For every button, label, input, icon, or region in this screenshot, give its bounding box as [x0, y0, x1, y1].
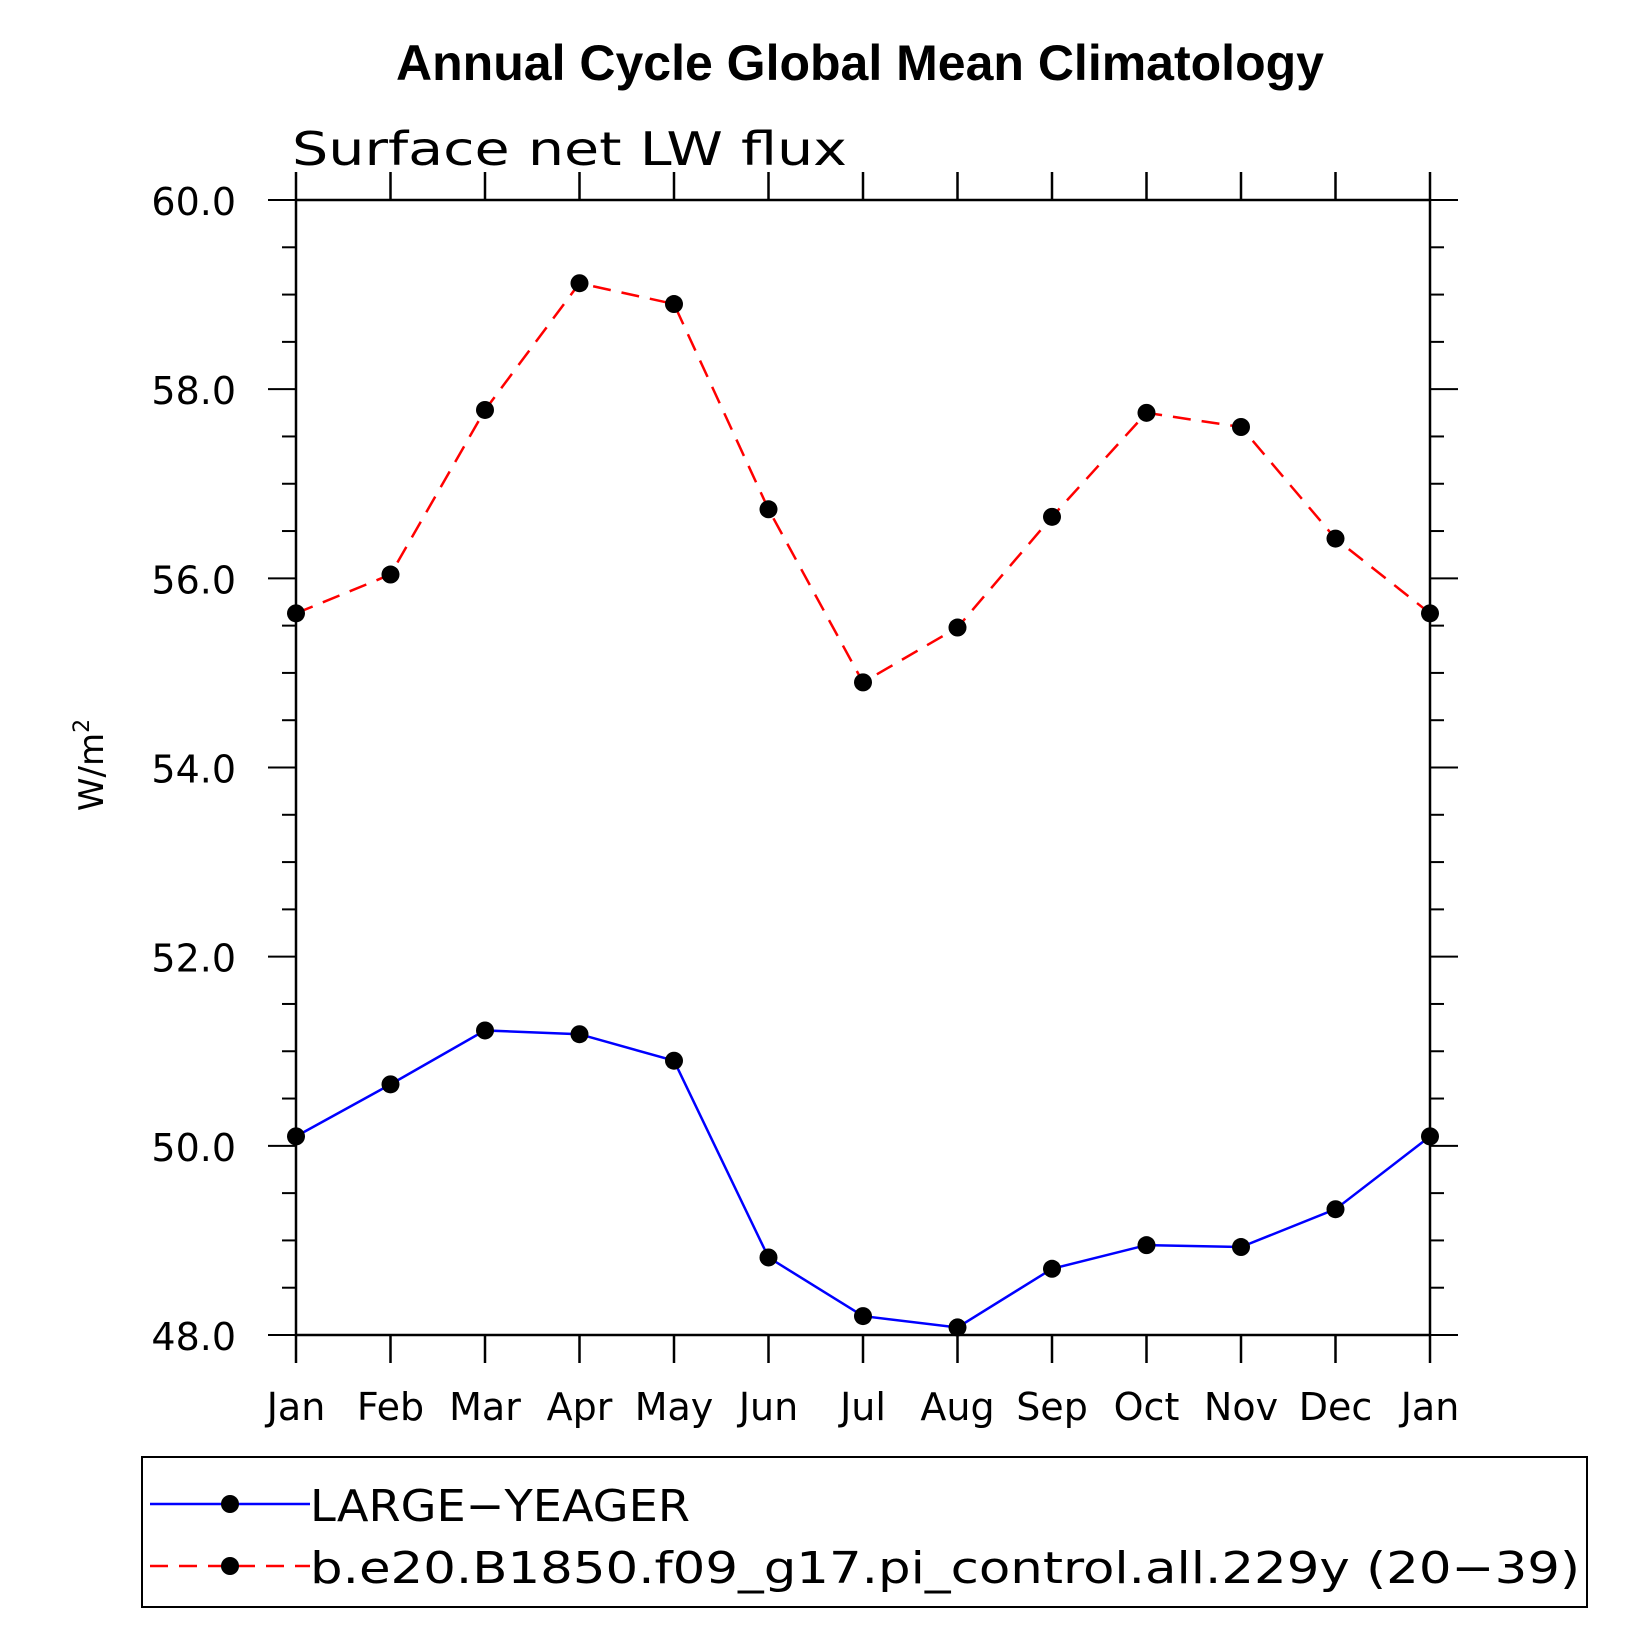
x-tick-label: Dec	[1299, 1385, 1373, 1429]
data-point	[1326, 529, 1345, 548]
legend-marker-large-yeager	[221, 1495, 239, 1513]
x-tick-label: Sep	[1016, 1385, 1088, 1429]
x-tick-label: Mar	[449, 1385, 521, 1429]
chart-title: Annual Cycle Global Mean Climatology	[396, 35, 1324, 91]
x-tick-label: May	[635, 1385, 714, 1429]
x-tick-label: Jan	[265, 1385, 326, 1429]
y-tick-label: 50.0	[151, 1126, 236, 1170]
x-tick-label: Aug	[920, 1385, 994, 1429]
data-point	[381, 1075, 400, 1094]
data-point	[570, 274, 589, 293]
data-point	[1137, 1236, 1156, 1255]
x-tick-label: Oct	[1114, 1385, 1180, 1429]
data-point	[854, 673, 872, 692]
data-point	[1421, 1127, 1439, 1146]
data-point	[759, 500, 778, 519]
y-axis-label-superscript: 2	[70, 719, 95, 733]
x-tick-label: Feb	[357, 1385, 424, 1429]
x-tick-label: Jan	[1399, 1385, 1460, 1429]
plot-series	[287, 274, 1439, 1337]
y-axis-title: W/m2	[70, 719, 112, 811]
data-point	[381, 565, 400, 584]
y-tick-label: 58.0	[151, 369, 236, 413]
data-point	[1043, 507, 1061, 526]
y-axis-label: W/m	[72, 733, 112, 811]
x-tick-label: Nov	[1204, 1385, 1278, 1429]
data-point	[948, 618, 967, 637]
chart-subtitle: Surface net LW flux	[292, 122, 847, 176]
data-point	[665, 295, 683, 314]
plot-axes: Jan Feb Mar Apr May Jun Jul Aug Sep Oct Nov Dec Jan 4…	[151, 172, 1459, 1429]
legend-marker-b-e20	[221, 1557, 239, 1575]
y-tick-label: 54.0	[151, 748, 236, 792]
legend: LARGE−YEAGER b.e20.B1850.f09_g17.pi_cont…	[141, 1456, 1588, 1608]
svg-text:W/m2: W/m2	[70, 719, 112, 811]
data-point	[476, 1021, 494, 1040]
data-point	[287, 1127, 305, 1146]
x-tick-label: Apr	[547, 1385, 613, 1429]
series-line-0	[295, 1029, 1431, 1329]
x-tick-label: Jul	[838, 1385, 886, 1429]
data-point	[476, 400, 494, 419]
data-point	[854, 1307, 872, 1326]
legend-box	[141, 1456, 1588, 1608]
series-line-1	[295, 281, 1431, 685]
plot-frame	[294, 198, 1432, 1337]
data-point	[1421, 604, 1439, 623]
data-point	[1232, 418, 1250, 436]
legend-label-b-e20: b.e20.B1850.f09_g17.pi_control.all.229y …	[310, 1543, 1580, 1594]
data-point	[287, 604, 305, 623]
y-tick-label: 56.0	[151, 558, 236, 602]
y-tick-label: 60.0	[151, 180, 236, 224]
legend-label-large-yeager: LARGE−YEAGER	[310, 1481, 690, 1532]
x-tick-label: Jun	[737, 1385, 798, 1429]
data-point	[1137, 403, 1156, 422]
y-tick-label: 48.0	[151, 1315, 236, 1359]
data-point	[1043, 1259, 1061, 1278]
data-point	[759, 1248, 778, 1267]
y-tick-label: 52.0	[151, 937, 236, 981]
data-point	[570, 1025, 589, 1044]
data-point	[1232, 1238, 1250, 1257]
data-point	[1326, 1200, 1345, 1219]
data-point	[948, 1318, 967, 1337]
data-point	[665, 1051, 683, 1070]
